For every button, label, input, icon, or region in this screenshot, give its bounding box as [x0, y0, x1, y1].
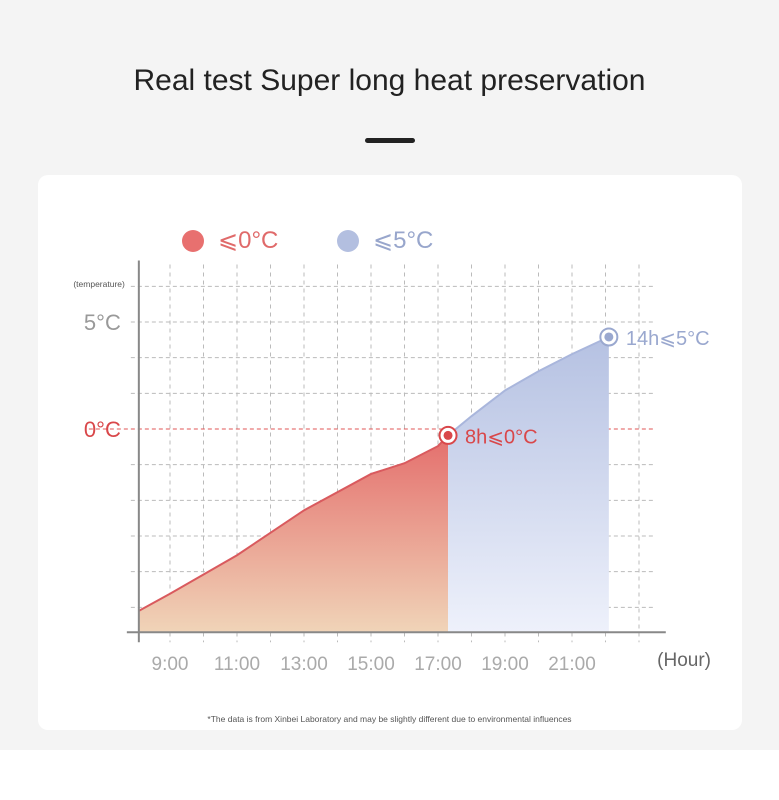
- line-series-0: [138, 434, 449, 612]
- area-series-0: [138, 435, 449, 633]
- footnote: *The data is from Xinbei Laboratory and …: [207, 714, 572, 724]
- x-tick-label: 19:00: [481, 654, 529, 675]
- annotation-label: 8h⩽0°C: [465, 426, 538, 448]
- x-tick-label: 13:00: [280, 654, 328, 675]
- area-series-1: [448, 336, 609, 633]
- chart-card: [38, 175, 742, 730]
- annotation-marker-dot: [443, 430, 453, 440]
- annotation-label: 14h⩽5°C: [626, 328, 710, 350]
- legend-item-blue: ⩽5°C: [337, 226, 433, 255]
- x-tick-label: 17:00: [414, 654, 462, 675]
- annotation-marker-dot: [604, 332, 614, 342]
- x-tick-label: 11:00: [214, 654, 260, 675]
- y-tick-label: 5°C: [84, 310, 121, 335]
- x-tick-label: 9:00: [152, 654, 189, 675]
- x-axis-label: (Hour): [657, 650, 711, 671]
- legend-label: ⩽0°C: [218, 227, 279, 254]
- x-tick-label: 21:00: [548, 654, 596, 675]
- legend-item-red: ⩽0°C: [182, 226, 278, 255]
- x-tick-label: 15:00: [347, 654, 395, 675]
- y-tick-label: 0°C: [84, 417, 121, 442]
- line-series-1: [447, 336, 610, 437]
- y-axis-label: (temperature): [73, 279, 125, 289]
- title-divider: [365, 138, 415, 143]
- legend-dot-red: [182, 229, 204, 252]
- page-title: Real test Super long heat preservation: [133, 64, 646, 97]
- legend-label: ⩽5°C: [373, 227, 434, 254]
- legend-dot-blue: [337, 229, 359, 252]
